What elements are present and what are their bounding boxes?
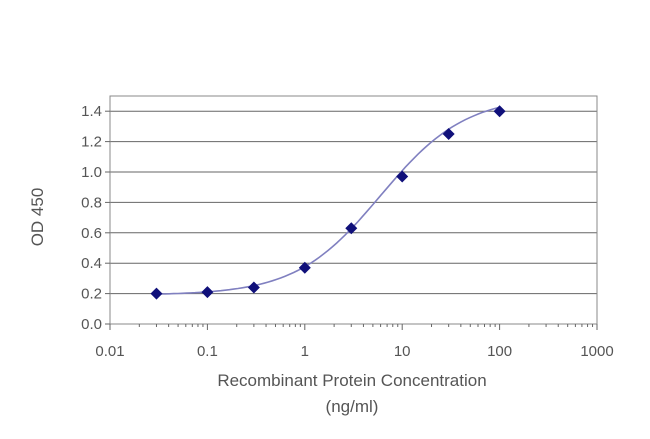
grid [110,110,597,295]
data-point [442,128,455,140]
x-axis-title: Recombinant Protein Concentration [217,371,486,390]
data-point [150,287,163,300]
x-axis-unit: (ng/ml) [326,397,379,416]
x-tick-label: 100 [487,343,512,360]
y-tick-label: 1.0 [81,164,102,181]
data-point [247,281,260,294]
x-tick-label: 1 [301,343,309,360]
data-point [396,170,409,183]
fit-curve [156,106,500,295]
y-tick-label: 1.2 [81,134,102,151]
data-point [298,261,311,274]
data-points [150,105,506,300]
data-point [493,105,506,118]
y-axis-ticks: 0.0 0.2 0.4 0.6 0.8 1.0 1.2 1.4 [81,103,110,333]
y-tick-label: 0.8 [81,194,102,211]
y-tick-label: 1.4 [81,103,102,120]
x-tick-label: 0.1 [197,343,218,360]
data-point [345,222,358,235]
plot-border [109,95,598,325]
data-point [201,286,214,299]
x-tick-label: 10 [394,343,411,360]
y-tick-label: 0.0 [81,316,102,333]
y-tick-label: 0.2 [81,286,102,303]
y-tick-label: 0.4 [81,255,102,272]
x-tick-label: 1000 [580,343,613,360]
plot-frame [109,95,598,325]
x-tick-label: 0.01 [95,343,124,360]
y-axis-title: OD 450 [28,188,47,247]
fit-curve-layer [156,106,500,295]
x-axis-ticks: 0.01 0.1 1 10 100 1000 [95,324,614,360]
y-tick-label: 0.6 [81,225,102,242]
